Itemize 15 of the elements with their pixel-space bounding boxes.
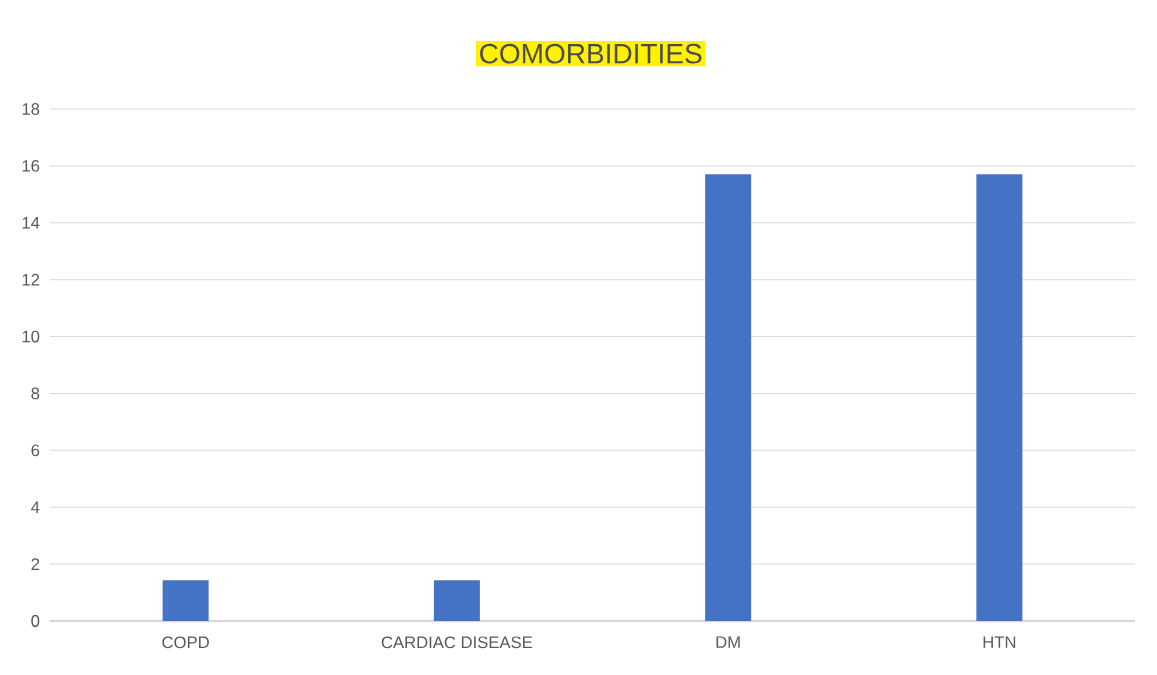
x-tick-label: HTN xyxy=(983,636,1016,648)
y-tick-label: 10 xyxy=(22,330,40,343)
y-tick-label: 0 xyxy=(31,615,40,627)
y-tick-label: 6 xyxy=(31,444,40,457)
y-tick-label: 12 xyxy=(22,273,40,286)
chart-title: COMORBIDITIES xyxy=(480,43,702,64)
y-tick-label: 2 xyxy=(31,558,40,570)
y-tick-label: 4 xyxy=(31,501,40,513)
x-tick-label: DM xyxy=(716,636,740,648)
y-tick-label: 18 xyxy=(22,103,40,115)
x-tick-label: COPD xyxy=(162,636,209,649)
y-tick-label: 16 xyxy=(22,160,40,172)
y-tick-label: 8 xyxy=(31,387,40,400)
x-tick-label: CARDIAC DISEASE xyxy=(381,636,533,649)
y-tick-label: 14 xyxy=(22,217,40,229)
